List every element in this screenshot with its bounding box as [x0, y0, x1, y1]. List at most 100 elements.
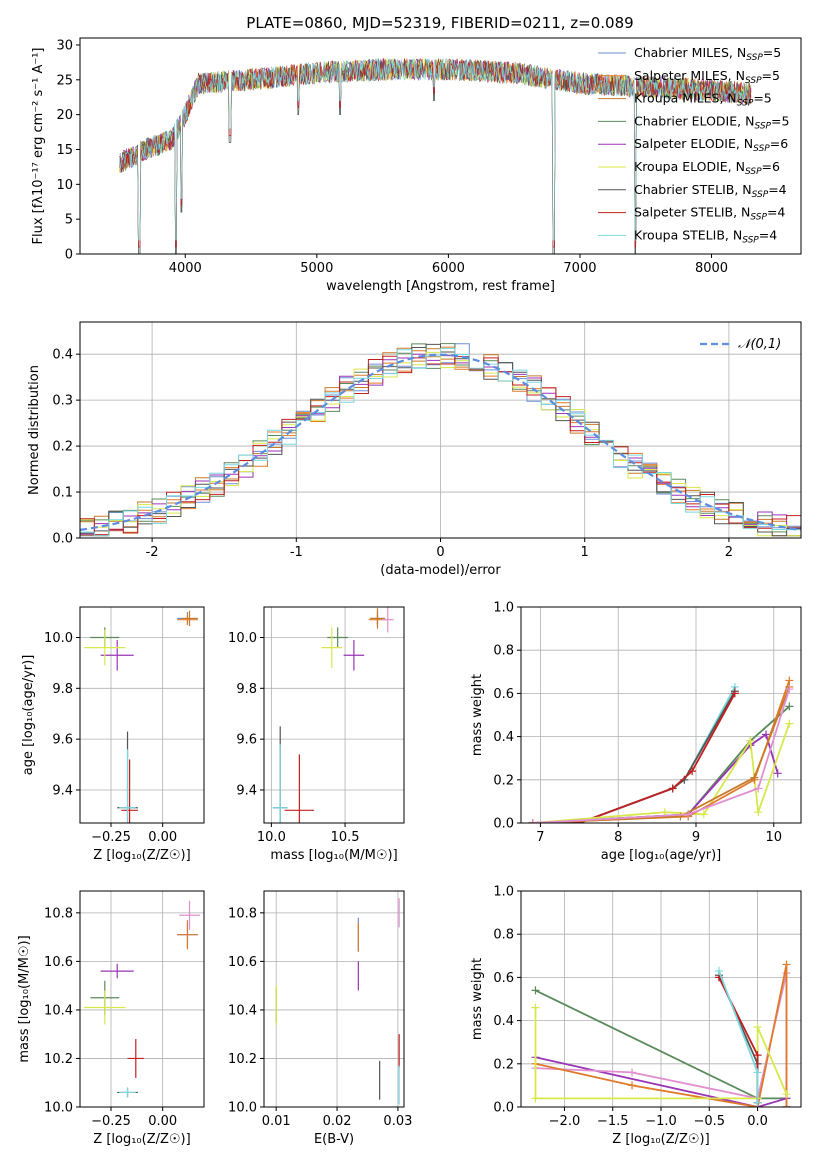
weight-line-salpeter-miles — [535, 964, 788, 1107]
data-point — [84, 629, 126, 666]
y-tick-label: 0.4 — [493, 1014, 514, 1029]
y-tick-label: 10.0 — [44, 1101, 73, 1116]
legend-value: =4 — [767, 205, 785, 220]
x-tick-label: -1 — [290, 545, 303, 560]
legend-entry: Salpeter STELIB, NSSP=4 — [634, 205, 785, 223]
x-axis-label: Z [log₁₀(Z/Z☉)] — [612, 1132, 709, 1147]
marker — [531, 986, 540, 995]
x-tick-label: 0.00 — [148, 1114, 177, 1129]
data-point — [272, 744, 288, 823]
y-tick-label: 0.1 — [52, 486, 73, 501]
marker — [746, 736, 755, 745]
marker — [714, 966, 723, 975]
legend-value: =5 — [771, 113, 789, 128]
legend-entry: Chabrier MILES, NSSP=5 — [634, 45, 781, 63]
y-tick-label: 20 — [56, 108, 73, 123]
x-axis-label: E(B-V) — [314, 1132, 354, 1147]
axes-frame — [79, 606, 205, 824]
x-tick-label: −0.25 — [91, 830, 131, 845]
data-point — [321, 627, 343, 668]
weight-line-salpeter-stelib — [718, 976, 759, 1103]
x-axis-label: (data-model)/error — [380, 563, 501, 578]
x-tick-label: 0.02 — [323, 1114, 352, 1129]
legend-value: =5 — [763, 45, 781, 60]
legend-subscript: SSP — [750, 213, 767, 223]
x-tick-label: 1 — [581, 545, 589, 560]
y-tick-label: 9.8 — [236, 682, 257, 697]
plot-area — [84, 610, 198, 823]
y-tick-label: 0.8 — [493, 644, 514, 659]
y-tick-label: 10.0 — [44, 631, 73, 646]
y-axis-label: Flux [fλ10⁻¹⁷ erg cm⁻² s⁻¹ A⁻¹] — [31, 48, 46, 245]
y-tick-label: 10.2 — [228, 1052, 257, 1067]
y-axis-label: age [log₁₀(age/yr)] — [21, 655, 36, 776]
marker — [628, 1081, 637, 1090]
data-point — [177, 920, 198, 950]
y-tick-label: 10.4 — [44, 1003, 73, 1018]
y-tick-label: 9.4 — [236, 783, 257, 798]
weight-line-kroupa-miles — [532, 686, 791, 823]
y-tick-label: 0.0 — [493, 817, 514, 832]
x-tick-label: 0.03 — [383, 1114, 412, 1129]
gaussian-curve — [80, 353, 801, 531]
legend-value: =6 — [762, 159, 780, 174]
data-point — [343, 640, 365, 671]
marker — [750, 773, 759, 782]
legend-subscript: SSP — [746, 53, 763, 63]
legend-entry: Chabrier STELIB, NSSP=4 — [634, 182, 787, 200]
panel-residuals: -2 -1 0 1 2 0.0 0.1 0.2 0.3 0.4 (data-model)/error… — [27, 321, 802, 578]
marker — [753, 1023, 762, 1032]
y-tick-label: 0.2 — [493, 773, 514, 788]
marker — [528, 819, 537, 823]
data-point — [121, 759, 138, 823]
x-tick-label: 8000 — [695, 261, 728, 276]
marker — [762, 730, 770, 739]
marker — [684, 810, 693, 819]
legend-entry: Kroupa MILES, NSSP=5 — [634, 91, 772, 109]
axes-frame — [79, 37, 802, 255]
weight-line-pink — [532, 688, 791, 823]
legend-value: =4 — [768, 182, 786, 197]
marker — [531, 1003, 540, 1012]
y-tick-label: 9.8 — [52, 682, 73, 697]
y-tick-label: 9.6 — [236, 733, 257, 748]
y-tick-label: 5 — [65, 213, 73, 228]
marker — [753, 1068, 762, 1077]
data-point — [100, 640, 134, 671]
marker — [676, 812, 685, 821]
y-tick-label: 10 — [56, 178, 73, 193]
x-tick-label: 0.0 — [747, 1114, 768, 1129]
data-point — [100, 963, 134, 979]
marker — [628, 1068, 637, 1077]
axes-frame — [263, 606, 405, 824]
legend-subscript: SSP — [752, 190, 769, 200]
x-tick-label: -2 — [146, 545, 159, 560]
x-tick-label: 7 — [536, 830, 544, 845]
y-tick-label: 30 — [56, 38, 73, 53]
panel-weight_vs_age: 7 8 9 10 0.0 0.2 0.4 0.6 0.8 1.0 age [log₁₀(age/yr… — [470, 601, 802, 863]
data-point — [177, 614, 198, 625]
y-tick-label: 0.0 — [52, 532, 73, 547]
x-tick-label: −0.5 — [693, 1114, 725, 1129]
legend-entry: Chabrier ELODIE, NSSP=5 — [634, 113, 789, 131]
y-tick-label: 9.4 — [52, 783, 73, 798]
panel-age_vs_mass: 10.0 10.5 9.4 9.6 9.8 10.0 mass [log₁₀(M/M☉)] — [228, 606, 405, 863]
marker — [785, 719, 794, 728]
y-tick-label: 10.2 — [44, 1052, 73, 1067]
y-axis-label: mass [log₁₀(M/M☉)] — [17, 935, 32, 1062]
y-tick-label: 0.8 — [493, 928, 514, 943]
plot-area — [275, 898, 400, 1105]
x-axis-label: Z [log₁₀(Z/Z☉)] — [93, 848, 190, 863]
plot-area — [531, 960, 791, 1107]
marker — [531, 1094, 540, 1103]
y-tick-label: 0.6 — [493, 971, 514, 986]
x-tick-label: −2.0 — [549, 1114, 581, 1129]
y-tick-label: 0.2 — [52, 440, 73, 455]
plot-area — [272, 607, 394, 823]
x-axis-label: mass [log₁₀(M/M☉)] — [270, 848, 397, 863]
x-tick-label: 2 — [725, 545, 733, 560]
axes-frame — [520, 890, 802, 1108]
x-tick-label: −0.25 — [91, 1114, 131, 1129]
plot-area — [528, 676, 794, 823]
